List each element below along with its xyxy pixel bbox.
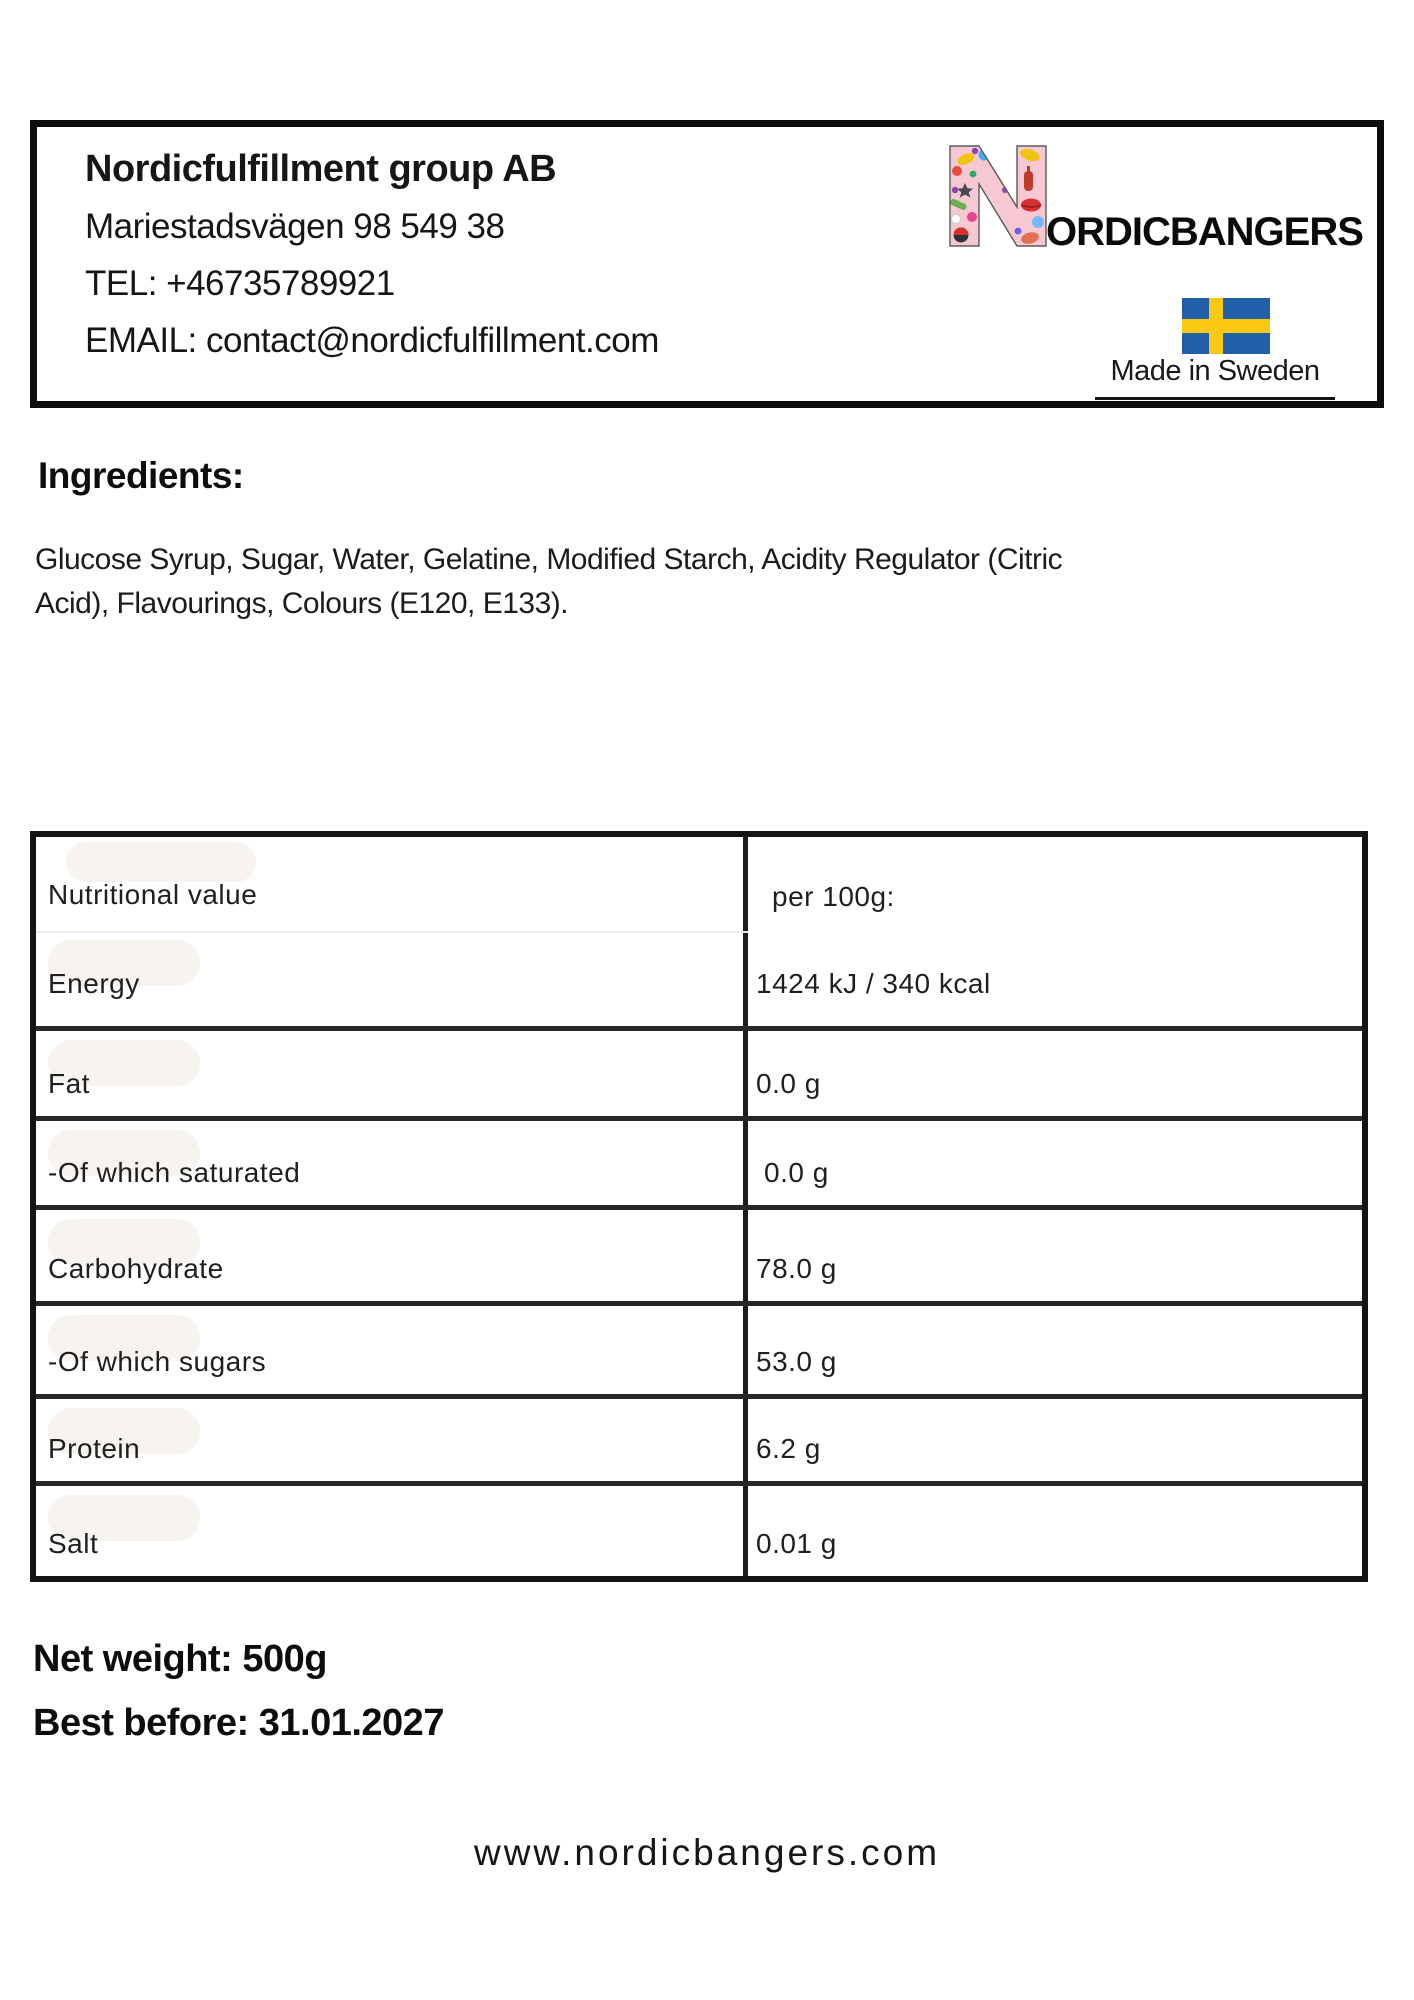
company-name: Nordicfulfillment group AB	[85, 148, 557, 190]
net-weight-label: Net weight: 500g	[33, 1638, 327, 1680]
paper-smudge	[48, 940, 200, 986]
sweden-flag-icon	[1182, 298, 1270, 354]
company-address: Mariestadsvägen 98 549 38	[85, 207, 505, 246]
website-url: www.nordicbangers.com	[473, 1832, 941, 1873]
nutrient-label: Fat	[48, 1068, 90, 1099]
logo-n-icon	[948, 143, 1048, 249]
nutrition-col2-header-cell: per 100g:	[748, 837, 1362, 931]
table-row: Protein 6.2 g	[36, 1394, 1362, 1481]
nutrient-value: 78.0 g	[756, 1253, 837, 1284]
brand-logo: ORDICBANGERS	[948, 143, 1364, 255]
faint-divider	[36, 931, 748, 933]
nutrient-value: 53.0 g	[756, 1346, 837, 1377]
nutrition-col1-header-cell: Nutritional value	[36, 837, 748, 931]
nutrient-label: -Of which sugars	[48, 1346, 267, 1377]
paper-smudge	[48, 1495, 200, 1541]
ingredients-text: Glucose Syrup, Sugar, Water, Gelatine, M…	[35, 543, 1063, 620]
nutrient-value: 0.0 g	[756, 1068, 821, 1099]
made-in-label: Made in Sweden	[1095, 355, 1335, 400]
nutrient-label: Carbohydrate	[48, 1253, 224, 1284]
nutrient-value: 0.01 g	[756, 1528, 837, 1559]
table-row: Salt 0.01 g	[36, 1481, 1362, 1576]
paper-smudge	[48, 1219, 200, 1265]
nutrition-table: Nutritional value per 100g: Energy 1424 …	[30, 831, 1368, 1582]
paper-smudge	[48, 1408, 200, 1454]
table-row: Carbohydrate 78.0 g	[36, 1205, 1362, 1301]
company-email: EMAIL: contact@nordicfulfillment.com	[85, 321, 659, 360]
paper-smudge	[48, 1130, 200, 1176]
nutrient-value: 0.0 g	[764, 1157, 829, 1188]
ingredients-heading: Ingredients:	[38, 455, 244, 496]
nutrition-col1-header: Nutritional value	[48, 879, 258, 910]
table-row: Energy 1424 kJ / 340 kcal	[36, 931, 1362, 1026]
nutrition-col2-header: per 100g:	[772, 881, 895, 912]
nutrition-header-block: Nutritional value per 100g: Energy 1424 …	[36, 837, 1362, 1026]
nutrient-value: 6.2 g	[756, 1433, 821, 1464]
logo-wordmark: ORDICBANGERS	[1046, 210, 1364, 255]
nutrient-value: 1424 kJ / 340 kcal	[756, 968, 991, 999]
nutrient-label: -Of which saturated	[48, 1157, 301, 1188]
paper-smudge	[48, 1315, 200, 1361]
table-row: Fat 0.0 g	[36, 1026, 1362, 1116]
nutrient-label: Energy	[48, 968, 140, 999]
paper-smudge	[48, 1040, 200, 1086]
nutrient-label: Salt	[48, 1528, 99, 1559]
nutrient-label: Protein	[48, 1433, 141, 1464]
company-phone: TEL: +46735789921	[85, 264, 395, 303]
company-info-box: Nordicfulfillment group AB Mariestadsväg…	[30, 120, 1384, 408]
table-row: -Of which saturated 0.0 g	[36, 1116, 1362, 1205]
best-before-label: Best before: 31.01.2027	[33, 1702, 444, 1744]
table-row: -Of which sugars 53.0 g	[36, 1301, 1362, 1394]
paper-smudge	[66, 842, 256, 882]
